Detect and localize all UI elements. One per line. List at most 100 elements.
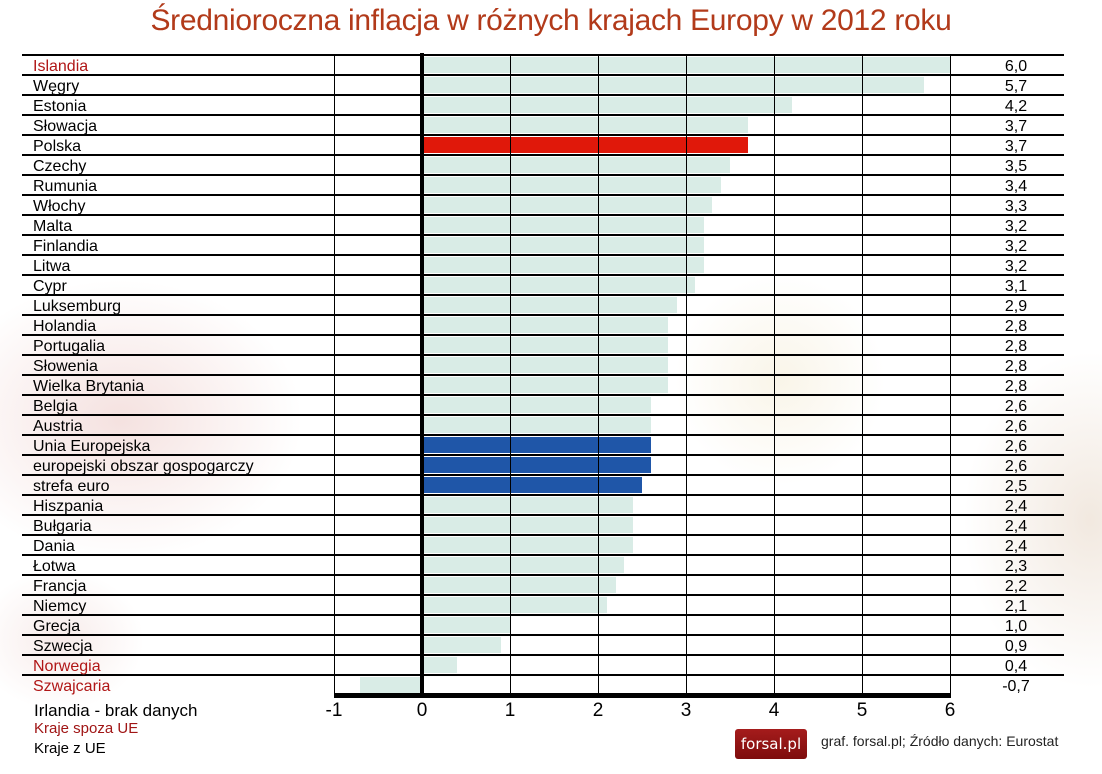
country-label: Węgry [33,78,80,95]
x-tick-label: 2 [592,700,604,721]
x-axis [334,693,951,698]
country-label: Włochy [33,198,86,215]
x-tick-label: 3 [680,700,692,721]
forsal-logo[interactable]: forsal.pl [735,729,807,759]
country-label: europejski obszar gospogarczy [33,458,254,475]
value-label: 3,7 [1004,138,1028,155]
row-divider [22,414,1064,416]
value-label: 3,2 [1004,218,1028,235]
value-label: 2,3 [1004,558,1028,575]
country-label: Austria [33,418,83,435]
bar-finlandia [424,237,704,253]
country-label: Bułgaria [33,518,92,535]
x-tick-label: 4 [768,700,780,721]
value-label: 2,4 [1004,538,1028,555]
bar-malta [424,217,704,233]
bar-portugalia [424,337,669,353]
row-divider [22,474,1064,476]
value-label: 1,0 [1004,618,1028,635]
bar-austria [424,417,651,433]
country-label: Litwa [33,258,71,275]
bar-grecja [424,617,510,633]
value-label: 3,7 [1004,118,1028,135]
bar-hiszpania [424,497,634,513]
country-label: Szwecja [33,638,93,655]
x-tick-label: 0 [416,700,428,721]
country-label: Belgia [33,398,78,415]
bar-słowenia [424,357,669,373]
bar-strefa-euro [424,477,642,493]
row-divider [22,74,1064,76]
country-label: Polska [33,138,82,155]
value-label: 3,2 [1004,258,1028,275]
row-divider [22,254,1064,256]
bar-czechy [424,157,730,173]
value-label: 2,8 [1004,358,1028,375]
row-divider [22,274,1064,276]
country-label: Grecja [33,618,81,635]
row-divider [22,234,1064,236]
country-label: Norwegia [33,658,101,675]
value-label: 2,4 [1004,498,1028,515]
value-label: 3,2 [1004,238,1028,255]
bar-estonia [424,97,792,113]
bar-włochy [424,197,713,213]
value-label: 3,3 [1004,198,1028,215]
country-label: Francja [33,578,87,595]
value-label: 2,8 [1004,378,1028,395]
value-label: 4,2 [1004,98,1028,115]
value-label: 6,0 [1004,58,1028,75]
value-label: 5,7 [1004,78,1028,95]
x-tick-label: -1 [325,700,343,721]
bar-litwa [424,257,704,273]
bar-norwegia [424,657,458,673]
row-divider [22,574,1064,576]
country-label: Finlandia [33,238,98,255]
value-label: 2,4 [1004,518,1028,535]
value-label: 0,4 [1004,658,1028,675]
country-label: Estonia [33,98,87,115]
country-label: Islandia [33,58,89,75]
row-divider [22,514,1064,516]
country-label: Słowenia [33,358,98,375]
bar-francja [424,577,616,593]
legend-eu: Kraje z UE [34,740,106,757]
row-divider [22,314,1064,316]
country-label: Szwajcaria [33,678,111,695]
value-label: 2,6 [1004,398,1028,415]
row-divider [22,194,1064,196]
value-label: 3,4 [1004,178,1028,195]
value-label: 2,6 [1004,418,1028,435]
source-credit: graf. forsal.pl; Źródło danych: Eurostat [821,733,1059,749]
value-label: 2,6 [1004,458,1028,475]
country-label: Rumunia [33,178,98,195]
value-label: 3,1 [1004,278,1028,295]
row-divider [22,94,1064,96]
zero-axis [420,53,424,697]
bar-słowacja [424,117,748,133]
row-divider [22,354,1064,356]
row-divider [22,454,1064,456]
row-divider [22,374,1064,376]
row-divider [22,54,1064,56]
bar-rumunia [424,177,722,193]
row-divider [22,494,1064,496]
missing-data-note: Irlandia - brak danych [34,701,198,720]
bar-dania [424,537,634,553]
x-tick-label: 6 [944,700,956,721]
row-divider [22,114,1064,116]
bar-węgry [424,77,924,93]
value-label: 2,8 [1004,318,1028,335]
country-label: Cypr [33,278,67,295]
value-label: 2,8 [1004,338,1028,355]
country-label: strefa euro [33,478,110,495]
value-label: 2,6 [1004,438,1028,455]
country-label: Portugalia [33,338,106,355]
bar-łotwa [424,557,625,573]
x-tick-label: 1 [504,700,516,721]
value-label: 2,5 [1004,478,1028,495]
row-divider [22,554,1064,556]
country-label: Łotwa [33,558,76,575]
country-label: Unia Europejska [33,438,151,455]
